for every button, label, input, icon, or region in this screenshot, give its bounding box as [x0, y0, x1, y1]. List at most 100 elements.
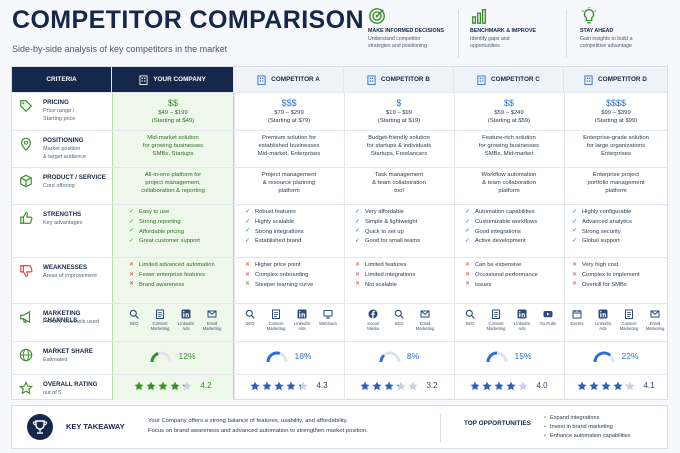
- channel-label: LinkedIn: [177, 321, 195, 326]
- table-row-pricing: [12, 92, 667, 130]
- linkedin-icon: [517, 309, 527, 319]
- strength-item: ✓ Great customer support: [129, 237, 227, 247]
- strength-item: ✓ Very affordable: [355, 208, 453, 218]
- channel-item: SEO: [239, 309, 261, 332]
- column-header-competitor-b: COMPETITOR B: [344, 67, 454, 92]
- column-header-criteria: CRITERIA: [12, 67, 112, 92]
- criteria-name: STRENGTHS: [43, 211, 82, 218]
- channel-item: Content Marketing: [149, 309, 171, 332]
- item-text: Advanced analytics: [582, 218, 632, 225]
- opportunity-item: Enhance automation capabilities: [544, 432, 631, 441]
- cell-share: 8%: [345, 350, 453, 364]
- check-icon: ✓: [129, 238, 135, 245]
- x-icon: ✕: [572, 262, 578, 268]
- item-text: Limited integrations: [365, 271, 416, 278]
- channel-label: YouTube: [539, 321, 557, 326]
- rating: 4.0: [455, 381, 563, 392]
- product-line: Workflow automation: [481, 172, 537, 178]
- cell-channels: Events LinkedIn Ads Content Marketing Email Ma…: [562, 309, 670, 332]
- x-icon: ✕: [465, 281, 471, 288]
- weakness-item: ✕ Complex onboarding: [245, 271, 343, 281]
- market-share: 18%: [235, 350, 343, 364]
- weakness-item: ✕ Fewer enterprise features: [129, 271, 227, 281]
- building-icon: [139, 75, 148, 85]
- x-icon: ✕: [129, 262, 135, 268]
- check-icon: ✓: [465, 209, 471, 215]
- item-text: Brand awareness: [139, 281, 185, 288]
- star-icon: [601, 382, 611, 391]
- item-text: Good integrations: [475, 228, 521, 235]
- feature-informed-decisions: MAKE INFORMED DECISIONS Understand compe…: [368, 7, 468, 50]
- channel-label: Email: [206, 321, 218, 326]
- rating: 3.2: [345, 381, 453, 392]
- positioning-line: Premium solution for: [261, 135, 317, 141]
- price-range: $19 – $99: [385, 110, 413, 117]
- box-icon: [20, 174, 32, 188]
- channel-label: Media: [367, 326, 379, 332]
- item-text: Great customer support: [139, 238, 200, 245]
- positioning-line: SMBs, Mid-market: [484, 150, 534, 157]
- document-icon: [625, 309, 633, 319]
- starting-price: (Starting at $99): [594, 118, 638, 125]
- weakness-item: ✕ Limited features: [355, 261, 453, 271]
- market-share: 12%: [119, 350, 227, 364]
- channel-label: Marketing: [645, 326, 665, 332]
- cell-rating: 3.2: [345, 381, 453, 392]
- check-icon: ✓: [245, 238, 251, 245]
- table-row-share: [12, 341, 667, 374]
- criteria-description: Core offering: [43, 183, 111, 191]
- market-share: 15%: [455, 350, 563, 364]
- product-line: platform: [278, 187, 300, 194]
- strength-item: ✓ Automation capabilities: [465, 208, 563, 218]
- cell-product: Project management & resource planning pla…: [235, 172, 343, 196]
- criteria-name: WEAKNESSES: [43, 264, 88, 271]
- product-line: Enterprise project: [592, 172, 640, 178]
- item-text: Higher price point: [255, 262, 301, 269]
- starting-price: (Starting at $59): [487, 118, 531, 125]
- market-share-value: 12%: [178, 351, 196, 362]
- item-text: Strong integrations: [255, 228, 304, 235]
- criteria-description-line: & target audience: [43, 153, 87, 160]
- weakness-item: ✕ Overkill for SMBs: [572, 280, 670, 290]
- document-icon: [492, 309, 500, 319]
- strength-item: ✓ Customizable workflows: [465, 218, 563, 228]
- star-icon: [613, 382, 623, 391]
- column-divider: [454, 92, 455, 400]
- item-text: Customizable workflows: [475, 218, 538, 225]
- youtube-icon: [543, 311, 553, 318]
- star-icon: [470, 382, 480, 391]
- channel-item: SEO: [388, 309, 410, 332]
- cell-strengths: ✓ Highly configurable ✓ Advanced analytics ✓…: [562, 208, 670, 247]
- criteria-description: Market position & target audience: [43, 146, 111, 161]
- positioning-line: Startups, Freelancers: [370, 150, 428, 157]
- item-text: Active development: [475, 238, 526, 245]
- weakness-item: ✕ Complex to implement: [572, 271, 670, 281]
- positioning-line: Feature-rich solution: [482, 135, 536, 141]
- channel-label: Events: [570, 321, 584, 326]
- feature-text: opportunities: [470, 43, 500, 50]
- criteria-description: Key advantages: [43, 220, 111, 228]
- channel-item: YouTube: [537, 309, 559, 332]
- page-title: COMPETITOR COMPARISON: [12, 6, 364, 34]
- channel-item: Email Marketing: [414, 309, 436, 332]
- price-tier: $$: [503, 98, 514, 108]
- building-icon: [367, 75, 376, 85]
- criteria-description-line: Key advantages: [43, 220, 83, 226]
- channel-item: SEO: [123, 309, 145, 332]
- cell-rating: 4.0: [455, 381, 563, 392]
- channel-label: Ads: [182, 326, 190, 332]
- check-icon: ✓: [355, 238, 361, 245]
- building-icon: [257, 75, 266, 85]
- strength-item: ✓ Simple & lightweight: [355, 218, 453, 228]
- star-icon: [182, 382, 192, 391]
- cell-channels: SEO Content Marketing LinkedIn Ads Email Marke…: [119, 309, 227, 332]
- criteria-description: out of 5: [43, 390, 111, 398]
- price-range: $49 – $199: [158, 110, 188, 117]
- cell-weaknesses: ✕ Limited features ✕ Limited integrations ✕ N…: [345, 261, 453, 290]
- cell-strengths: ✓ Robust features ✓ Highly scalable ✓ Strong …: [235, 208, 343, 247]
- rating-value: 4.1: [643, 381, 655, 390]
- criteria-description: Estimated: [43, 357, 111, 365]
- product-line: platform: [498, 187, 520, 194]
- channel-label: Content: [488, 321, 504, 326]
- cell-rating: 4.3: [235, 381, 343, 392]
